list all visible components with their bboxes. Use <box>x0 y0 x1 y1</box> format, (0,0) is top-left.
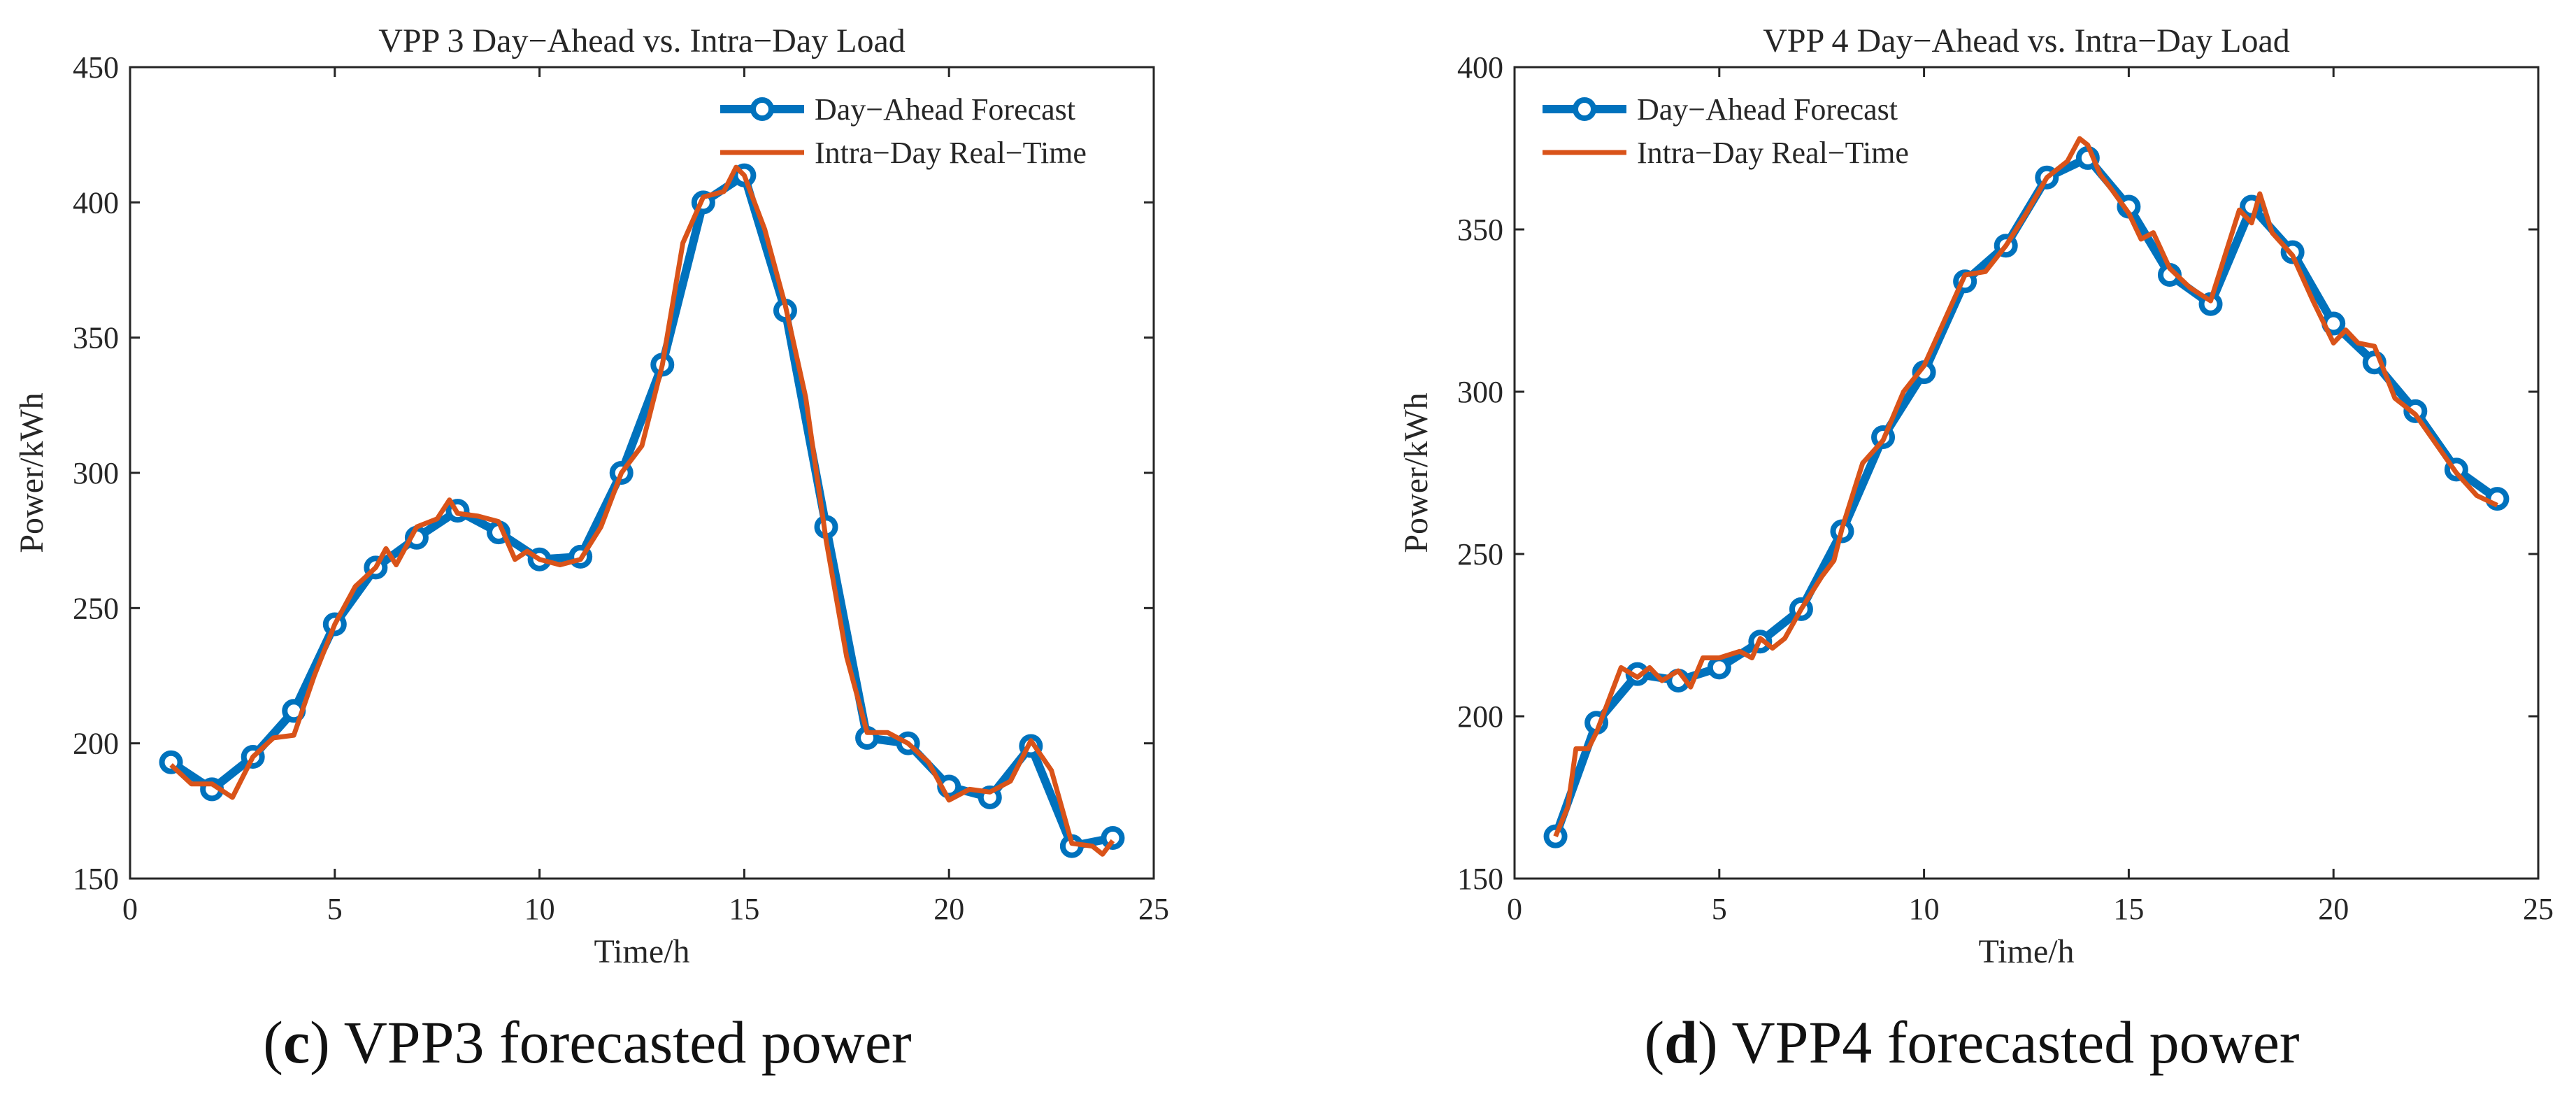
caption-vpp4-text: ) VPP4 forecasted power <box>1697 1009 2300 1076</box>
vpp3-plot-area <box>129 66 1155 880</box>
vpp4-ytick-label: 250 <box>1457 537 1503 571</box>
vpp3-legend-label: Day−Ahead Forecast <box>815 92 1075 127</box>
vpp3-ytick-label: 200 <box>73 727 119 761</box>
vpp3-ytick-label: 450 <box>73 50 119 85</box>
vpp3-xtick-label: 25 <box>1138 892 1169 926</box>
vpp3-series-intra-day-line <box>169 164 1115 857</box>
vpp3-title: VPP 3 Day−Ahead vs. Intra−Day Load <box>378 22 906 59</box>
vpp4-title: VPP 4 Day−Ahead vs. Intra−Day Load <box>1763 22 2290 59</box>
vpp4-xtick-label: 5 <box>1712 892 1727 926</box>
vpp4-xtick-label: 25 <box>2523 892 2554 926</box>
vpp4-ylabel: Power/kWh <box>1398 392 1435 553</box>
vpp4-legend-label: Day−Ahead Forecast <box>1637 92 1898 127</box>
vpp3-chart: 0 5 10 15 20 25 150 200 250 300 350 400 450 VPP 3 Day… <box>13 22 1169 970</box>
vpp3-xtick-label: 15 <box>729 892 759 926</box>
vpp4-legend-marker <box>1573 97 1596 121</box>
vpp3-ytick-label: 350 <box>73 321 119 355</box>
vpp4-legend-label: Intra−Day Real−Time <box>1637 136 1909 170</box>
vpp4-xlabel: Time/h <box>1979 933 2075 970</box>
caption-vpp3-open: ( <box>263 1009 283 1076</box>
vpp4-ytick-label: 350 <box>1457 213 1503 247</box>
caption-vpp3: (c) VPP3 forecasted power <box>126 1007 1049 1084</box>
vpp3-xlabel: Time/h <box>594 933 690 970</box>
vpp4-ytick-label: 150 <box>1457 862 1503 896</box>
vpp4-chart: 0 5 10 15 20 25 150 200 250 300 350 400 VPP 4 Day−Ah… <box>1398 22 2554 970</box>
vpp3-xtick-label: 0 <box>122 892 138 926</box>
vpp3-xtick-label: 20 <box>933 892 964 926</box>
vpp3-ytick-label: 300 <box>73 456 119 490</box>
vpp4-xtick-label: 15 <box>2113 892 2144 926</box>
vpp4-ytick-label: 200 <box>1457 699 1503 734</box>
vpp4-day-ahead-point <box>1707 655 1731 680</box>
caption-vpp3-text: ) VPP3 forecasted power <box>310 1009 912 1076</box>
vpp3-day-ahead-point <box>1101 826 1125 850</box>
caption-vpp4-open: ( <box>1644 1009 1665 1076</box>
vpp3-xtick-label: 5 <box>327 892 343 926</box>
caption-vpp4-label: d <box>1664 1009 1698 1076</box>
caption-vpp3-label: c <box>282 1009 310 1076</box>
vpp3-xtick-label: 10 <box>524 892 555 926</box>
vpp3-ylabel: Power/kWh <box>13 392 50 553</box>
vpp3-ytick-label: 250 <box>73 591 119 625</box>
vpp3-legend-label: Intra−Day Real−Time <box>815 136 1087 170</box>
vpp3-ytick-label: 150 <box>73 862 119 896</box>
vpp3-legend-marker <box>750 97 774 121</box>
vpp4-ytick-label: 300 <box>1457 375 1503 409</box>
vpp4-xtick-label: 20 <box>2318 892 2349 926</box>
vpp4-xtick-label: 10 <box>1909 892 1940 926</box>
vpp4-xtick-label: 0 <box>1507 892 1522 926</box>
vpp3-ytick-label: 400 <box>73 185 119 220</box>
vpp4-series-intra-day-line <box>1553 136 2498 838</box>
vpp4-plot-area <box>1513 66 2540 880</box>
vpp4-ytick-label: 400 <box>1457 50 1503 85</box>
vpp4-day-ahead-point <box>2403 399 2428 423</box>
caption-vpp4: (d) VPP4 forecasted power <box>1510 1007 2433 1084</box>
